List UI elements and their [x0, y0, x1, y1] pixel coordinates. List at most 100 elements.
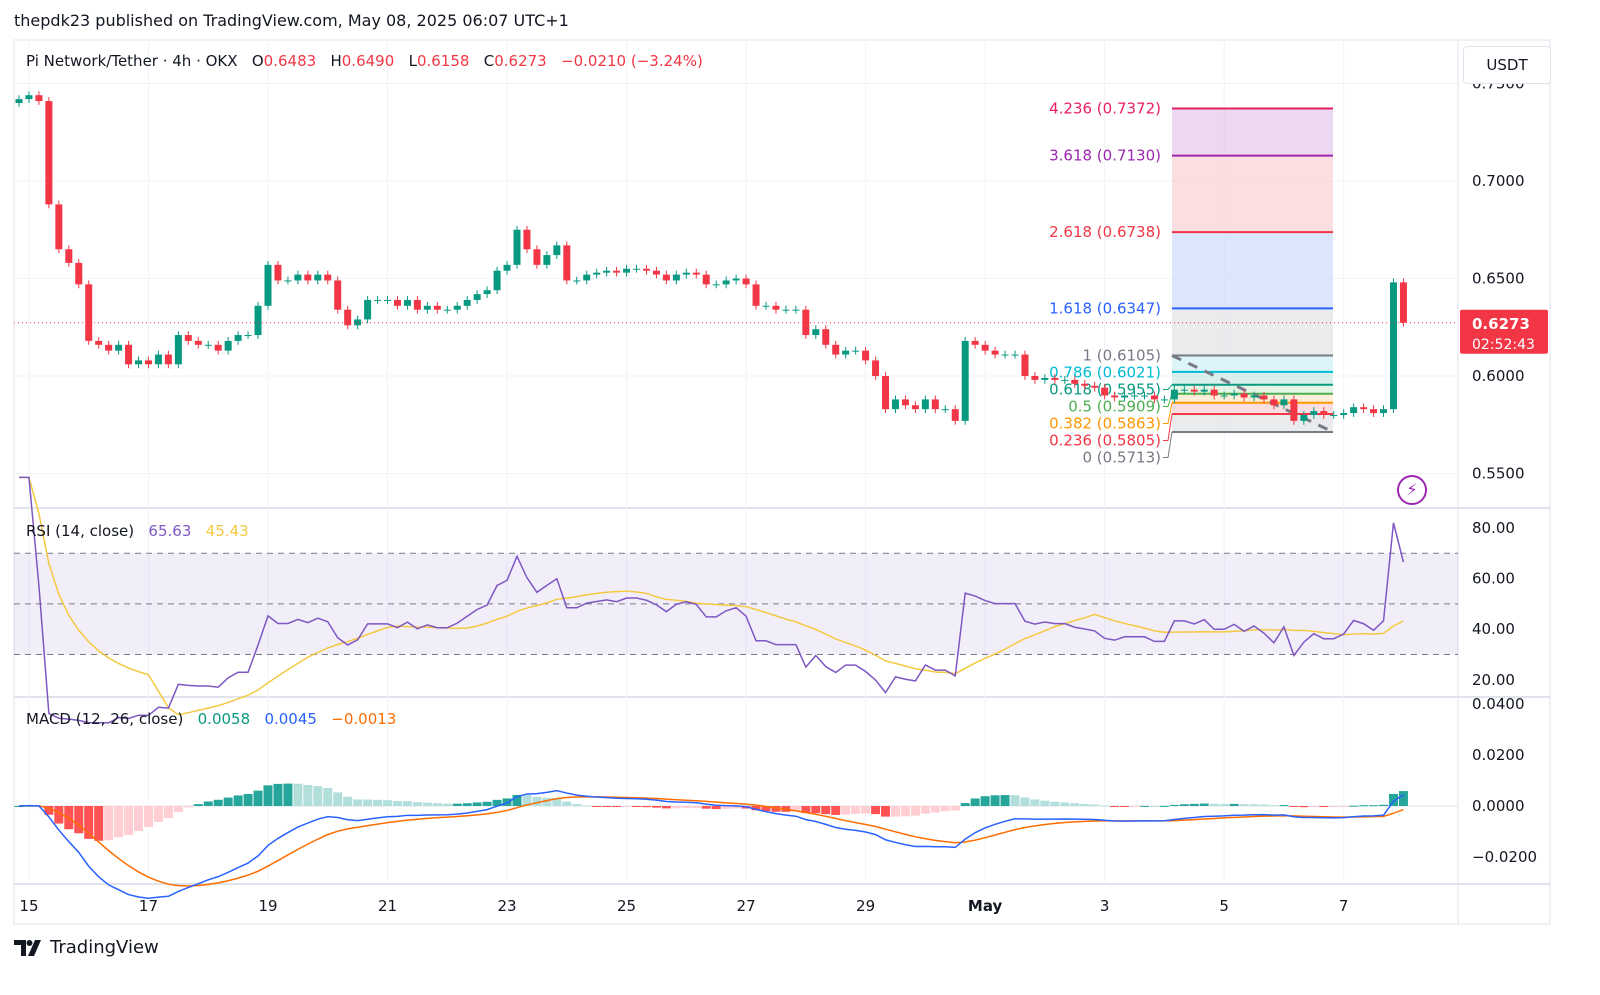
candle-body — [95, 340, 103, 345]
fib-level-label: 1 (0.6105) — [1082, 347, 1161, 365]
candle-body — [493, 270, 501, 291]
rsi-band — [14, 553, 1458, 655]
candle-body — [991, 350, 999, 355]
candle-body — [1250, 395, 1258, 398]
candle-body — [15, 99, 23, 103]
macd-histogram-bar — [432, 803, 442, 806]
rsi-title[interactable]: RSI (14, close) — [26, 522, 135, 540]
candle-body — [1300, 415, 1308, 421]
candle-body — [1140, 395, 1148, 397]
candle-body — [931, 399, 939, 410]
candle-body — [682, 272, 690, 275]
fib-level-label: 2.618 (0.6738) — [1049, 223, 1161, 241]
candle-body — [254, 305, 262, 336]
candle-body — [374, 299, 382, 301]
macd-histogram-bar — [1030, 799, 1040, 806]
symbol-title[interactable]: Pi Network/Tether · 4h · OKX — [26, 52, 238, 70]
fib-zone — [1172, 393, 1333, 403]
macd-histogram-bar — [661, 806, 671, 809]
candle-body — [752, 284, 760, 306]
macd-histogram-bar — [134, 806, 144, 832]
low-label: L — [408, 52, 417, 70]
candle-body — [812, 329, 820, 336]
macd-histogram-bar — [542, 797, 552, 806]
candle-body — [1071, 379, 1079, 384]
candle-body — [25, 95, 33, 100]
candle-body — [702, 274, 710, 285]
macd-histogram-bar — [1398, 791, 1408, 806]
macd-histogram-bar — [1169, 804, 1179, 806]
macd-histogram-bar — [213, 799, 223, 806]
rsi-value: 65.63 — [148, 522, 192, 540]
candle-body — [633, 268, 641, 270]
macd-histogram-bar — [890, 806, 900, 817]
macd-histogram-bar — [960, 803, 970, 806]
macd-histogram-bar — [124, 806, 134, 835]
fib-level-label: 0.236 (0.5805) — [1049, 432, 1161, 450]
macd-histogram-bar — [482, 801, 492, 806]
candle-body — [1180, 389, 1188, 391]
macd-histogram-bar — [1189, 803, 1199, 806]
candle-body — [204, 344, 212, 346]
macd-histogram-bar — [1179, 804, 1189, 806]
macd-histogram-bar — [632, 806, 642, 807]
x-tick-label: 3 — [1100, 897, 1110, 915]
candle-body — [901, 399, 909, 406]
candle-body — [1230, 393, 1238, 396]
publish-info: thepdk23 published on TradingView.com, M… — [14, 11, 569, 30]
last-price-badge — [1460, 309, 1548, 354]
macd-histogram-bar — [562, 801, 572, 806]
candle-body — [384, 299, 392, 301]
macd-histogram-bar — [622, 806, 632, 807]
macd-histogram-bar — [1309, 806, 1319, 808]
macd-histogram-bar — [572, 804, 582, 806]
candle-body — [971, 340, 979, 345]
macd-histogram-bar — [990, 795, 1000, 806]
candle-body — [1170, 389, 1178, 400]
rsi-tick-label: 40.00 — [1472, 620, 1515, 638]
macd-histogram-bar — [532, 796, 542, 806]
lightning-icon[interactable]: ⚡ — [1397, 475, 1427, 505]
candle-body — [144, 360, 152, 365]
currency-button[interactable]: USDT — [1463, 46, 1551, 84]
macd-title[interactable]: MACD (12, 26, close) — [26, 710, 184, 728]
macd-histogram-bar — [1289, 806, 1299, 807]
candle-body — [463, 299, 471, 306]
change-value: −0.0210 (−3.24%) — [561, 52, 703, 70]
close-label: C — [483, 52, 495, 70]
macd-histogram-bar — [303, 784, 313, 806]
macd-histogram-bar — [1259, 804, 1269, 806]
macd-tick-label: −0.0200 — [1472, 848, 1537, 866]
candle-body — [393, 299, 401, 306]
close-value: 0.6273 — [494, 52, 547, 70]
macd-histogram-bar — [1159, 805, 1169, 807]
macd-signal-line — [18, 796, 1404, 887]
candle-body — [443, 309, 451, 311]
macd-histogram-bar — [811, 806, 821, 814]
macd-histogram-bar — [1120, 806, 1130, 807]
candle-body — [1280, 399, 1288, 406]
macd-tick-label: 0.0400 — [1472, 695, 1525, 713]
candle-body — [1370, 409, 1378, 414]
candle-body — [652, 270, 660, 275]
candle-body — [244, 335, 252, 337]
fib-label-leader — [1163, 393, 1173, 408]
rsi-tick-label: 20.00 — [1472, 671, 1515, 689]
candle-body — [623, 268, 631, 273]
macd-histogram-bar — [641, 806, 651, 808]
candle-body — [1350, 407, 1358, 414]
macd-histogram-bar — [522, 795, 532, 806]
candle-body — [1220, 395, 1228, 397]
candle-body — [563, 245, 571, 281]
macd-histogram-bar — [761, 806, 771, 812]
candle-body — [961, 340, 969, 421]
x-tick-label: 15 — [19, 897, 38, 915]
macd-histogram-bar — [1219, 803, 1229, 806]
macd-histogram-bar — [1299, 806, 1309, 808]
fib-level-label: 0.382 (0.5863) — [1049, 415, 1161, 433]
candle-body — [951, 409, 959, 421]
candle-body — [1389, 282, 1397, 410]
fib-level-label: 0 (0.5713) — [1082, 449, 1161, 467]
candle-body — [692, 272, 700, 275]
